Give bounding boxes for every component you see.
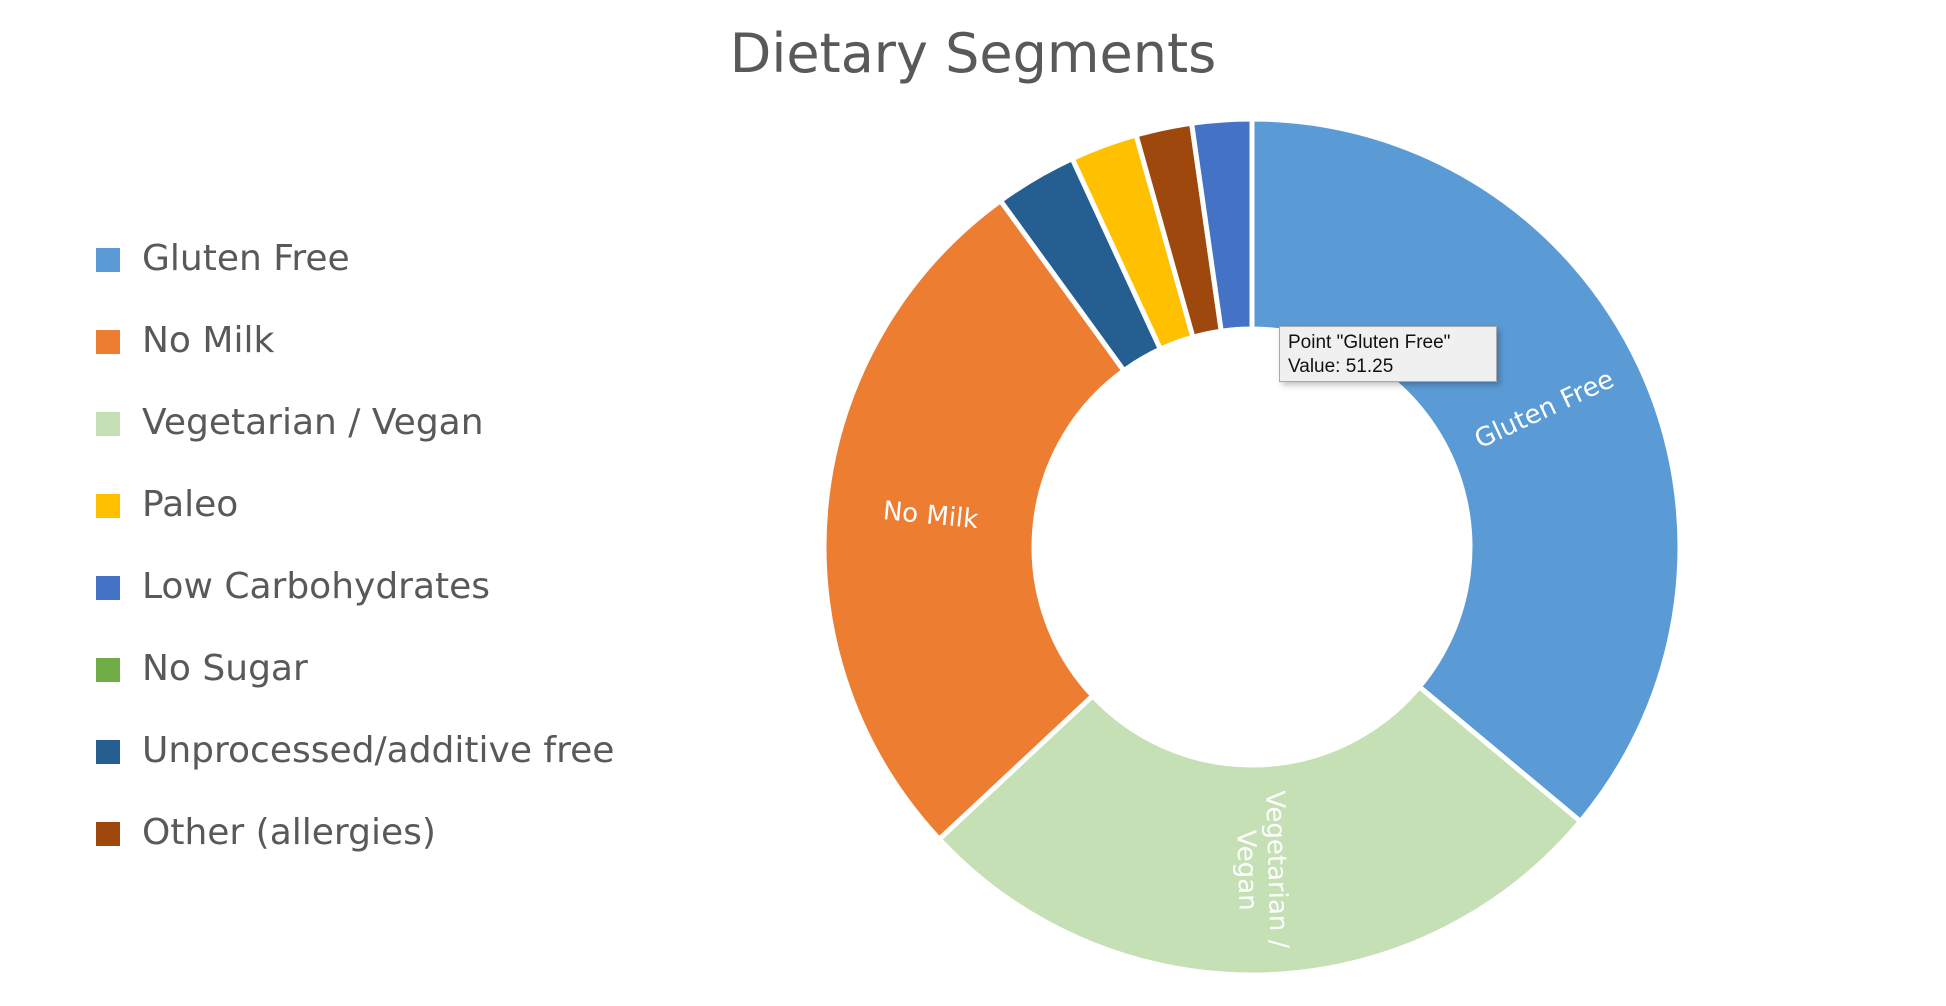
legend-label: Low Carbohydrates [142,566,491,607]
legend-swatch [96,248,120,272]
tooltip: Point "Gluten Free" Value: 51.25 [1279,326,1497,382]
legend-swatch [96,412,120,436]
legend-label: Vegetarian / Vegan [142,402,484,443]
legend-swatch [96,658,120,682]
data-label-vegetarian-vegan: Vegetarian /Vegan [1230,790,1293,949]
tooltip-point: Point "Gluten Free" [1288,332,1451,353]
legend-label: Gluten Free [142,238,350,279]
legend-label: No Sugar [142,648,308,689]
data-label-text: Vegan [1230,830,1262,911]
slice-low-carbohydrates[interactable] [1188,116,1255,335]
legend-swatch [96,740,120,764]
legend-swatch [96,330,120,354]
legend-swatch [96,494,120,518]
chart-title: Dietary Segments [729,22,1217,85]
legend-swatch [96,822,120,846]
legend-label: No Milk [142,320,275,361]
slice-no-milk[interactable] [821,197,1128,843]
tooltip-value: Value: 51.25 [1288,356,1394,377]
slice-vegetarian-vegan[interactable] [935,683,1584,978]
legend-label: Paleo [142,484,239,525]
legend-label: Unprocessed/additive free [142,730,615,771]
data-label-text: Vegetarian / [1259,790,1293,949]
legend-label: Other (allergies) [142,812,436,853]
slice-gluten-free[interactable] [1249,116,1683,825]
legend-swatch [96,576,120,600]
